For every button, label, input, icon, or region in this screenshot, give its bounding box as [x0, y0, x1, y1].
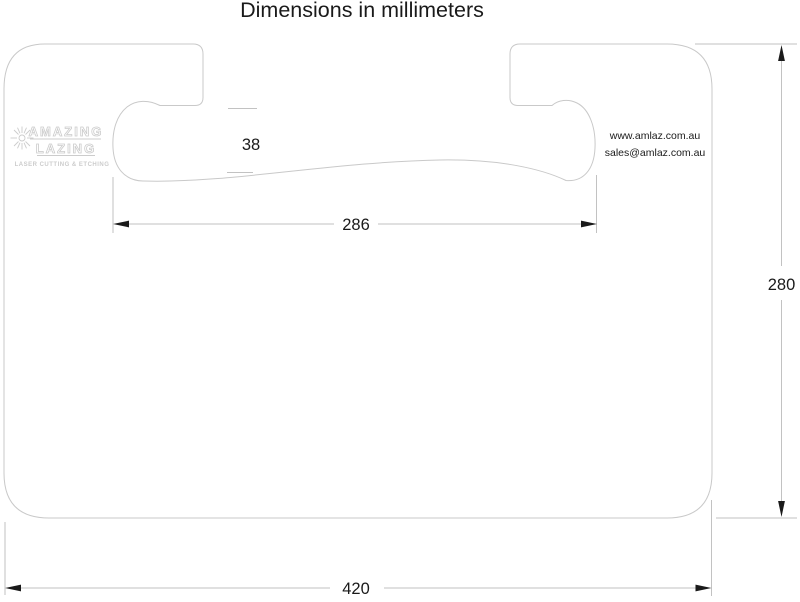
arrow-down-icon — [778, 501, 785, 517]
laser-starburst-icon — [10, 126, 34, 150]
contact-email: sales@amlaz.com.au — [605, 147, 706, 159]
dim-value-overall-width: 420 — [342, 580, 370, 598]
dim-cutout-width: 286 — [113, 216, 597, 234]
dim-overall-width: 420 — [5, 580, 712, 598]
logo-word-lazing: LAZING — [36, 141, 96, 156]
arrow-right-icon — [695, 584, 712, 592]
logo-tagline: LASER CUTTING & ETCHING — [15, 162, 110, 168]
dim-value-slot-height: 38 — [242, 136, 260, 154]
arrow-left-icon — [113, 220, 129, 228]
tray-outline — [3, 43, 713, 519]
dim-overall-height: 280 — [768, 45, 796, 517]
contact-details: www.amlaz.com.au sales@amlaz.com.au — [605, 130, 706, 159]
amazing-lazing-logo: AMAZING LAZING LASER CUTTING & ETCHING — [10, 124, 110, 168]
dim-value-overall-height: 280 — [768, 276, 796, 294]
arrow-left-icon — [5, 584, 21, 592]
dim-value-cutout-width: 286 — [342, 216, 370, 234]
logo-word-amazing: AMAZING — [29, 124, 104, 139]
drawing-title: Dimensions in millimeters — [240, 0, 484, 22]
arrow-right-icon — [581, 220, 597, 228]
extension-lines — [4, 43, 797, 596]
contact-website: www.amlaz.com.au — [609, 130, 701, 142]
arrow-up-icon — [778, 45, 785, 61]
